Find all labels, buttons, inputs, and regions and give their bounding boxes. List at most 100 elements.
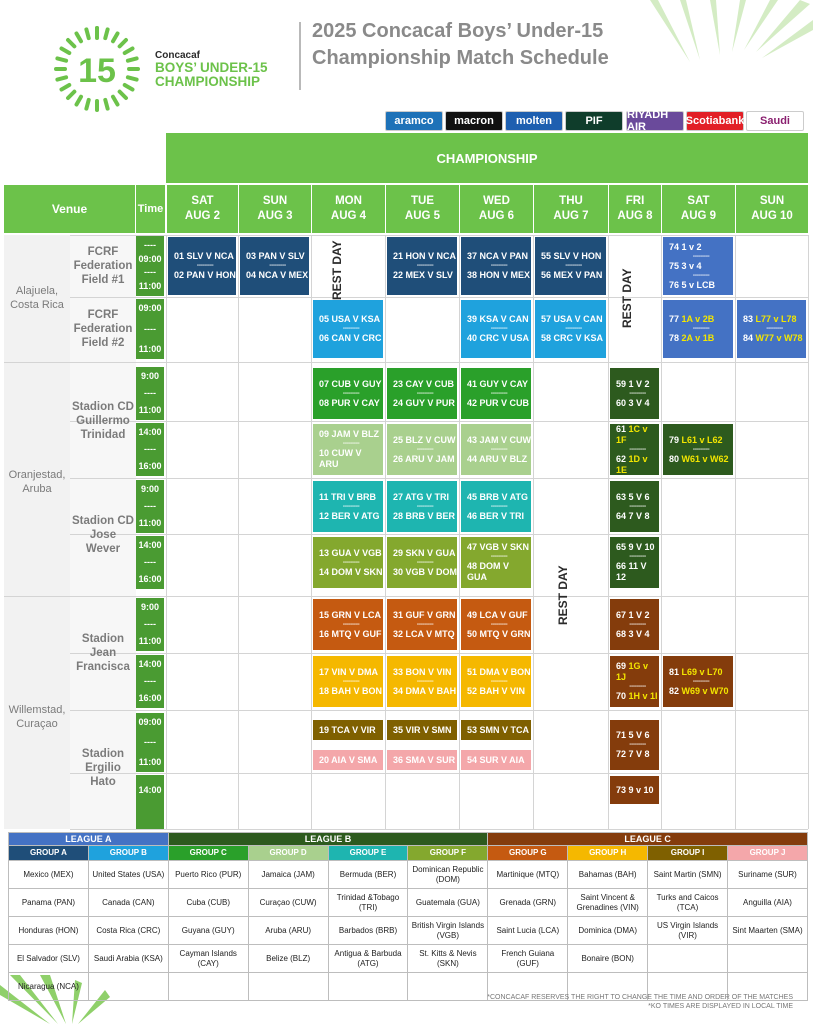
match-separator: --------- bbox=[565, 262, 582, 269]
match-label: 84 W77 v W78 bbox=[743, 333, 806, 344]
match-label: 28 BRB V BER bbox=[393, 510, 456, 521]
time-label: ---- bbox=[144, 267, 156, 278]
match-block: 57 USA V CAN --------- 58 CRC V KSA bbox=[535, 300, 606, 358]
match-separator: --------- bbox=[490, 502, 508, 510]
match-block: 29 SKN V GUA --------- 30 VGB V DOM bbox=[387, 537, 457, 588]
rest-day-label: REST DAY bbox=[620, 268, 634, 328]
match-separator: --------- bbox=[416, 677, 434, 685]
match-separator: --------- bbox=[565, 325, 582, 332]
team-cell: Costa Rica (CRC) bbox=[87, 916, 169, 945]
team-row: Nicaragua (NCA) bbox=[8, 972, 808, 1001]
match-block: 17 VIN V DMA --------- 18 BAH V BON bbox=[313, 656, 383, 707]
day-of-week: FRI bbox=[625, 195, 645, 207]
title-line-2: Championship Match Schedule bbox=[312, 47, 609, 69]
match-label: 06 CAN V CRC bbox=[319, 333, 382, 343]
sponsor-logo: Scotiabank bbox=[686, 111, 744, 131]
city-label: Willemstad, Curaçao bbox=[8, 704, 66, 730]
day-header: SUN AUG 3 bbox=[238, 185, 311, 233]
match-label: 72 7 V 8 bbox=[616, 749, 650, 759]
match-block: 01 SLV V NCA --------- 02 PAN V HON bbox=[168, 237, 236, 295]
time-label: ---- bbox=[144, 323, 156, 334]
match-number: 79 bbox=[669, 434, 682, 445]
match-block: 13 GUA V VGB --------- 14 DOM V SKN bbox=[313, 537, 383, 588]
city-label: Alajuela, Costa Rica bbox=[10, 285, 64, 311]
match-label: 13 GUA V VGB bbox=[319, 547, 382, 558]
match-label: 62 1D v 1E bbox=[616, 454, 659, 476]
team-cell: Saudi Arabia (KSA) bbox=[87, 944, 169, 973]
time-slot: 09:00 ---- 11:00 bbox=[136, 713, 164, 772]
match-separator: --------- bbox=[490, 325, 508, 332]
match-label: 36 SMA V SUR bbox=[393, 754, 456, 765]
group-header: GROUP A bbox=[8, 845, 89, 861]
time-slot: 9:00 ---- 11:00 bbox=[136, 480, 164, 533]
match-block: 49 LCA V GUF --------- 50 MTQ V GRN bbox=[461, 599, 531, 650]
match-number: 78 bbox=[669, 333, 682, 343]
time-label: 16:00 bbox=[138, 693, 162, 703]
team-cell: Saint Lucia (LCA) bbox=[487, 916, 569, 945]
match-block: 37 NCA V PAN --------- 38 HON V MEX bbox=[461, 237, 531, 295]
match-label: 18 BAH V BON bbox=[319, 685, 383, 696]
match-label: 39 KSA V CAN bbox=[467, 314, 529, 324]
match-label: 27 ATG V TRI bbox=[393, 491, 450, 502]
day-header: SAT AUG 2 bbox=[166, 185, 238, 233]
match-label: 15 GRN V LCA bbox=[319, 609, 382, 620]
sponsor-logo: molten bbox=[505, 111, 563, 131]
venue-label: FCRF Federation Field #1 bbox=[73, 246, 133, 286]
grid-col-line bbox=[385, 235, 386, 829]
match-label: 65 9 V 10 bbox=[616, 542, 655, 552]
match-block: 20 AIA V SMA bbox=[313, 750, 383, 770]
match-label: 31 GUF V GRN bbox=[393, 609, 456, 620]
time-label: ---- bbox=[144, 676, 156, 686]
match-label: 43 JAM V CUW bbox=[467, 434, 532, 445]
grid-city-line bbox=[4, 596, 70, 597]
grid-col-line bbox=[661, 235, 662, 829]
time-label: 11:00 bbox=[138, 518, 162, 528]
match-separator: --------- bbox=[490, 262, 508, 269]
match-label: 37 NCA V PAN bbox=[467, 251, 529, 261]
match-number: 84 bbox=[743, 333, 756, 343]
match-label: 02 PAN V HON bbox=[174, 270, 236, 280]
match-teams: 1D v 1E bbox=[616, 453, 648, 475]
grid-col-line bbox=[808, 235, 809, 829]
team-cell bbox=[647, 972, 729, 1001]
time-label: 9:00 bbox=[140, 602, 159, 612]
match-separator: --------- bbox=[416, 620, 434, 628]
match-separator: --------- bbox=[490, 389, 508, 397]
team-cell: Puerto Rico (PUR) bbox=[167, 860, 249, 889]
team-cell: British Virgin Islands (VGB) bbox=[407, 916, 489, 945]
day-header: THU AUG 7 bbox=[533, 185, 608, 233]
rest-day-label: REST DAY bbox=[556, 565, 570, 625]
grid-col-line bbox=[533, 235, 534, 829]
match-label: 16 MTQ V GUF bbox=[319, 628, 382, 639]
sponsor-logo: aramco bbox=[385, 111, 443, 131]
match-label: 59 1 V 2 bbox=[616, 378, 650, 389]
day-date: AUG 9 bbox=[680, 210, 717, 222]
match-label: 09 JAM V BLZ bbox=[319, 429, 380, 439]
match-label: 44 ARU V BLZ bbox=[467, 453, 528, 464]
day-of-week: WED bbox=[483, 195, 510, 207]
day-header: SUN AUG 10 bbox=[735, 185, 808, 233]
team-cell: French Guiana (GUF) bbox=[487, 944, 569, 973]
team-cell: Grenada (GRN) bbox=[487, 888, 569, 917]
match-label: 52 BAH V VIN bbox=[467, 685, 526, 696]
day-date: AUG 7 bbox=[553, 210, 589, 222]
grid-col-line bbox=[735, 235, 736, 829]
group-header: GROUP I bbox=[647, 845, 729, 861]
match-separator: --------- bbox=[342, 558, 360, 566]
time-label: 09:00 bbox=[138, 303, 162, 313]
time-label: 9:00 bbox=[140, 484, 159, 494]
match-separator: --------- bbox=[629, 553, 646, 560]
team-cell: Saint Vincent & Grenadines (VIN) bbox=[567, 888, 649, 917]
team-cell: Nicaragua (NCA) bbox=[8, 972, 89, 1001]
team-cell: Saint Martin (SMN) bbox=[647, 860, 729, 889]
match-label: 26 ARU V JAM bbox=[393, 453, 455, 464]
grid-row-line bbox=[70, 596, 808, 597]
match-separator: --------- bbox=[416, 502, 434, 510]
match-label: 46 BER V TRI bbox=[467, 510, 525, 521]
team-cell bbox=[567, 972, 649, 1001]
group-header: GROUP D bbox=[247, 845, 329, 861]
league-row: LEAGUE A LEAGUE B LEAGUE C bbox=[8, 832, 808, 846]
match-label: 70 1H v 1I bbox=[616, 691, 659, 702]
team-cell bbox=[167, 972, 249, 1001]
match-block: 33 BON V VIN --------- 34 DMA V BAH bbox=[387, 656, 457, 707]
